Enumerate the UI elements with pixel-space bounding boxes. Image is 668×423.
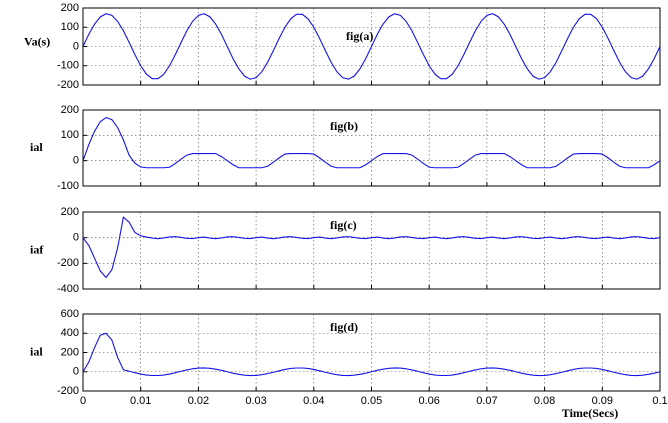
y-tick-label: 100: [61, 21, 79, 33]
annotation: fig(b): [330, 119, 358, 133]
waveform: [82, 216, 661, 279]
y-axis-label: ial: [30, 140, 43, 154]
x-tick-label: 0.08: [534, 395, 555, 407]
x-tick-label: 0.05: [361, 395, 382, 407]
y-tick-label: -200: [57, 257, 79, 269]
y-tick-label: 0: [73, 366, 79, 378]
y-tick-label: 200: [61, 2, 79, 14]
y-tick-label: 200: [61, 104, 79, 116]
y-axis-label: ial: [30, 344, 43, 358]
x-tick-label: 0.09: [592, 395, 613, 407]
y-axis-label: iaf: [30, 242, 44, 256]
waveform: [82, 116, 661, 169]
y-tick-label: 0: [73, 40, 79, 52]
annotation: fig(c): [330, 218, 357, 232]
x-tick-label: 0.01: [130, 395, 151, 407]
y-tick-label: 200: [61, 346, 79, 358]
x-tick-label: 0.04: [303, 395, 324, 407]
x-tick-label: 0.07: [476, 395, 497, 407]
y-tick-label: -100: [57, 60, 79, 72]
waveform: [82, 13, 661, 80]
y-tick-label: 0: [73, 232, 79, 244]
x-tick-label: 0.06: [418, 395, 439, 407]
y-axis-label: Va(s): [24, 34, 50, 48]
plot-frame: [82, 109, 661, 187]
y-tick-label: 0: [73, 155, 79, 167]
x-tick-label: 0: [80, 395, 86, 407]
y-tick-label: -400: [57, 283, 79, 295]
y-tick-label: 200: [61, 206, 79, 218]
y-tick-label: 400: [61, 327, 79, 339]
y-tick-label: 600: [61, 308, 79, 320]
annotation: fig(a): [346, 29, 373, 43]
plot-frame: [82, 313, 661, 392]
y-tick-label: -200: [57, 79, 79, 91]
x-axis-label: Time(Secs): [562, 406, 618, 420]
x-tick-label: 0.1: [652, 395, 667, 407]
y-tick-label: -100: [57, 180, 79, 192]
waveform: [82, 332, 661, 377]
y-tick-label: -200: [57, 385, 79, 397]
x-tick-label: 0.03: [245, 395, 266, 407]
annotation: fig(d): [330, 320, 358, 334]
x-tick-label: 0.02: [188, 395, 209, 407]
plot-frame: [82, 211, 661, 290]
y-tick-label: 100: [61, 129, 79, 141]
